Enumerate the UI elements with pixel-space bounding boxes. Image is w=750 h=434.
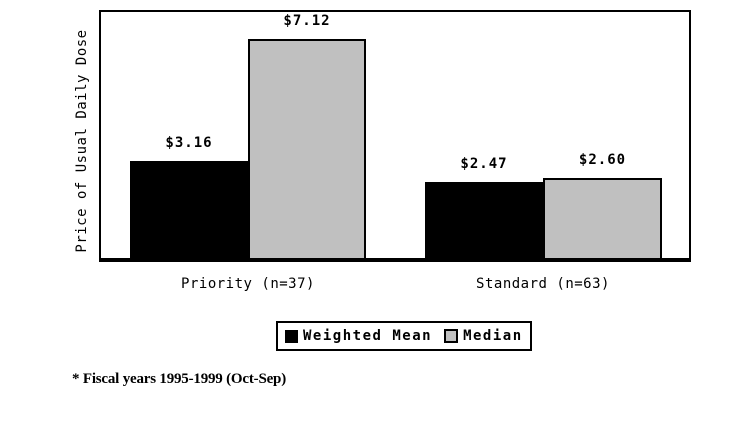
x-category-label-priority: Priority (n=37): [181, 276, 315, 292]
value-label-standard-weighted-mean: $2.47: [460, 156, 508, 172]
bar-priority-weighted-mean: [130, 161, 248, 258]
bar-group-priority-weighted-mean: $3.16: [130, 12, 248, 258]
bar-standard-weighted-mean: [425, 182, 543, 258]
footnote: * Fiscal years 1995-1999 (Oct-Sep): [72, 371, 286, 387]
legend-swatch-weighted-mean: [285, 329, 298, 343]
bar-group-standard-weighted-mean: $2.47: [425, 12, 543, 258]
bar-priority-median: [248, 39, 366, 258]
legend-swatch-median: [444, 329, 459, 343]
legend-label-median: Median: [463, 328, 523, 344]
value-label-priority-median: $7.12: [283, 13, 331, 29]
plot-area: $3.16 $7.12 $2.47 $2.60: [99, 10, 691, 262]
legend-label-weighted-mean: Weighted Mean: [303, 328, 433, 344]
bar-standard-median: [543, 178, 662, 258]
legend: Weighted Mean Median: [276, 321, 532, 351]
value-label-standard-median: $2.60: [578, 152, 627, 168]
y-axis-label: Price of Usual Daily Dose: [74, 29, 90, 253]
x-category-label-standard: Standard (n=63): [476, 276, 610, 292]
value-label-priority-weighted-mean: $3.16: [165, 135, 213, 151]
bar-group-standard-median: $2.60: [543, 12, 662, 258]
bar-group-priority-median: $7.12: [248, 12, 366, 258]
